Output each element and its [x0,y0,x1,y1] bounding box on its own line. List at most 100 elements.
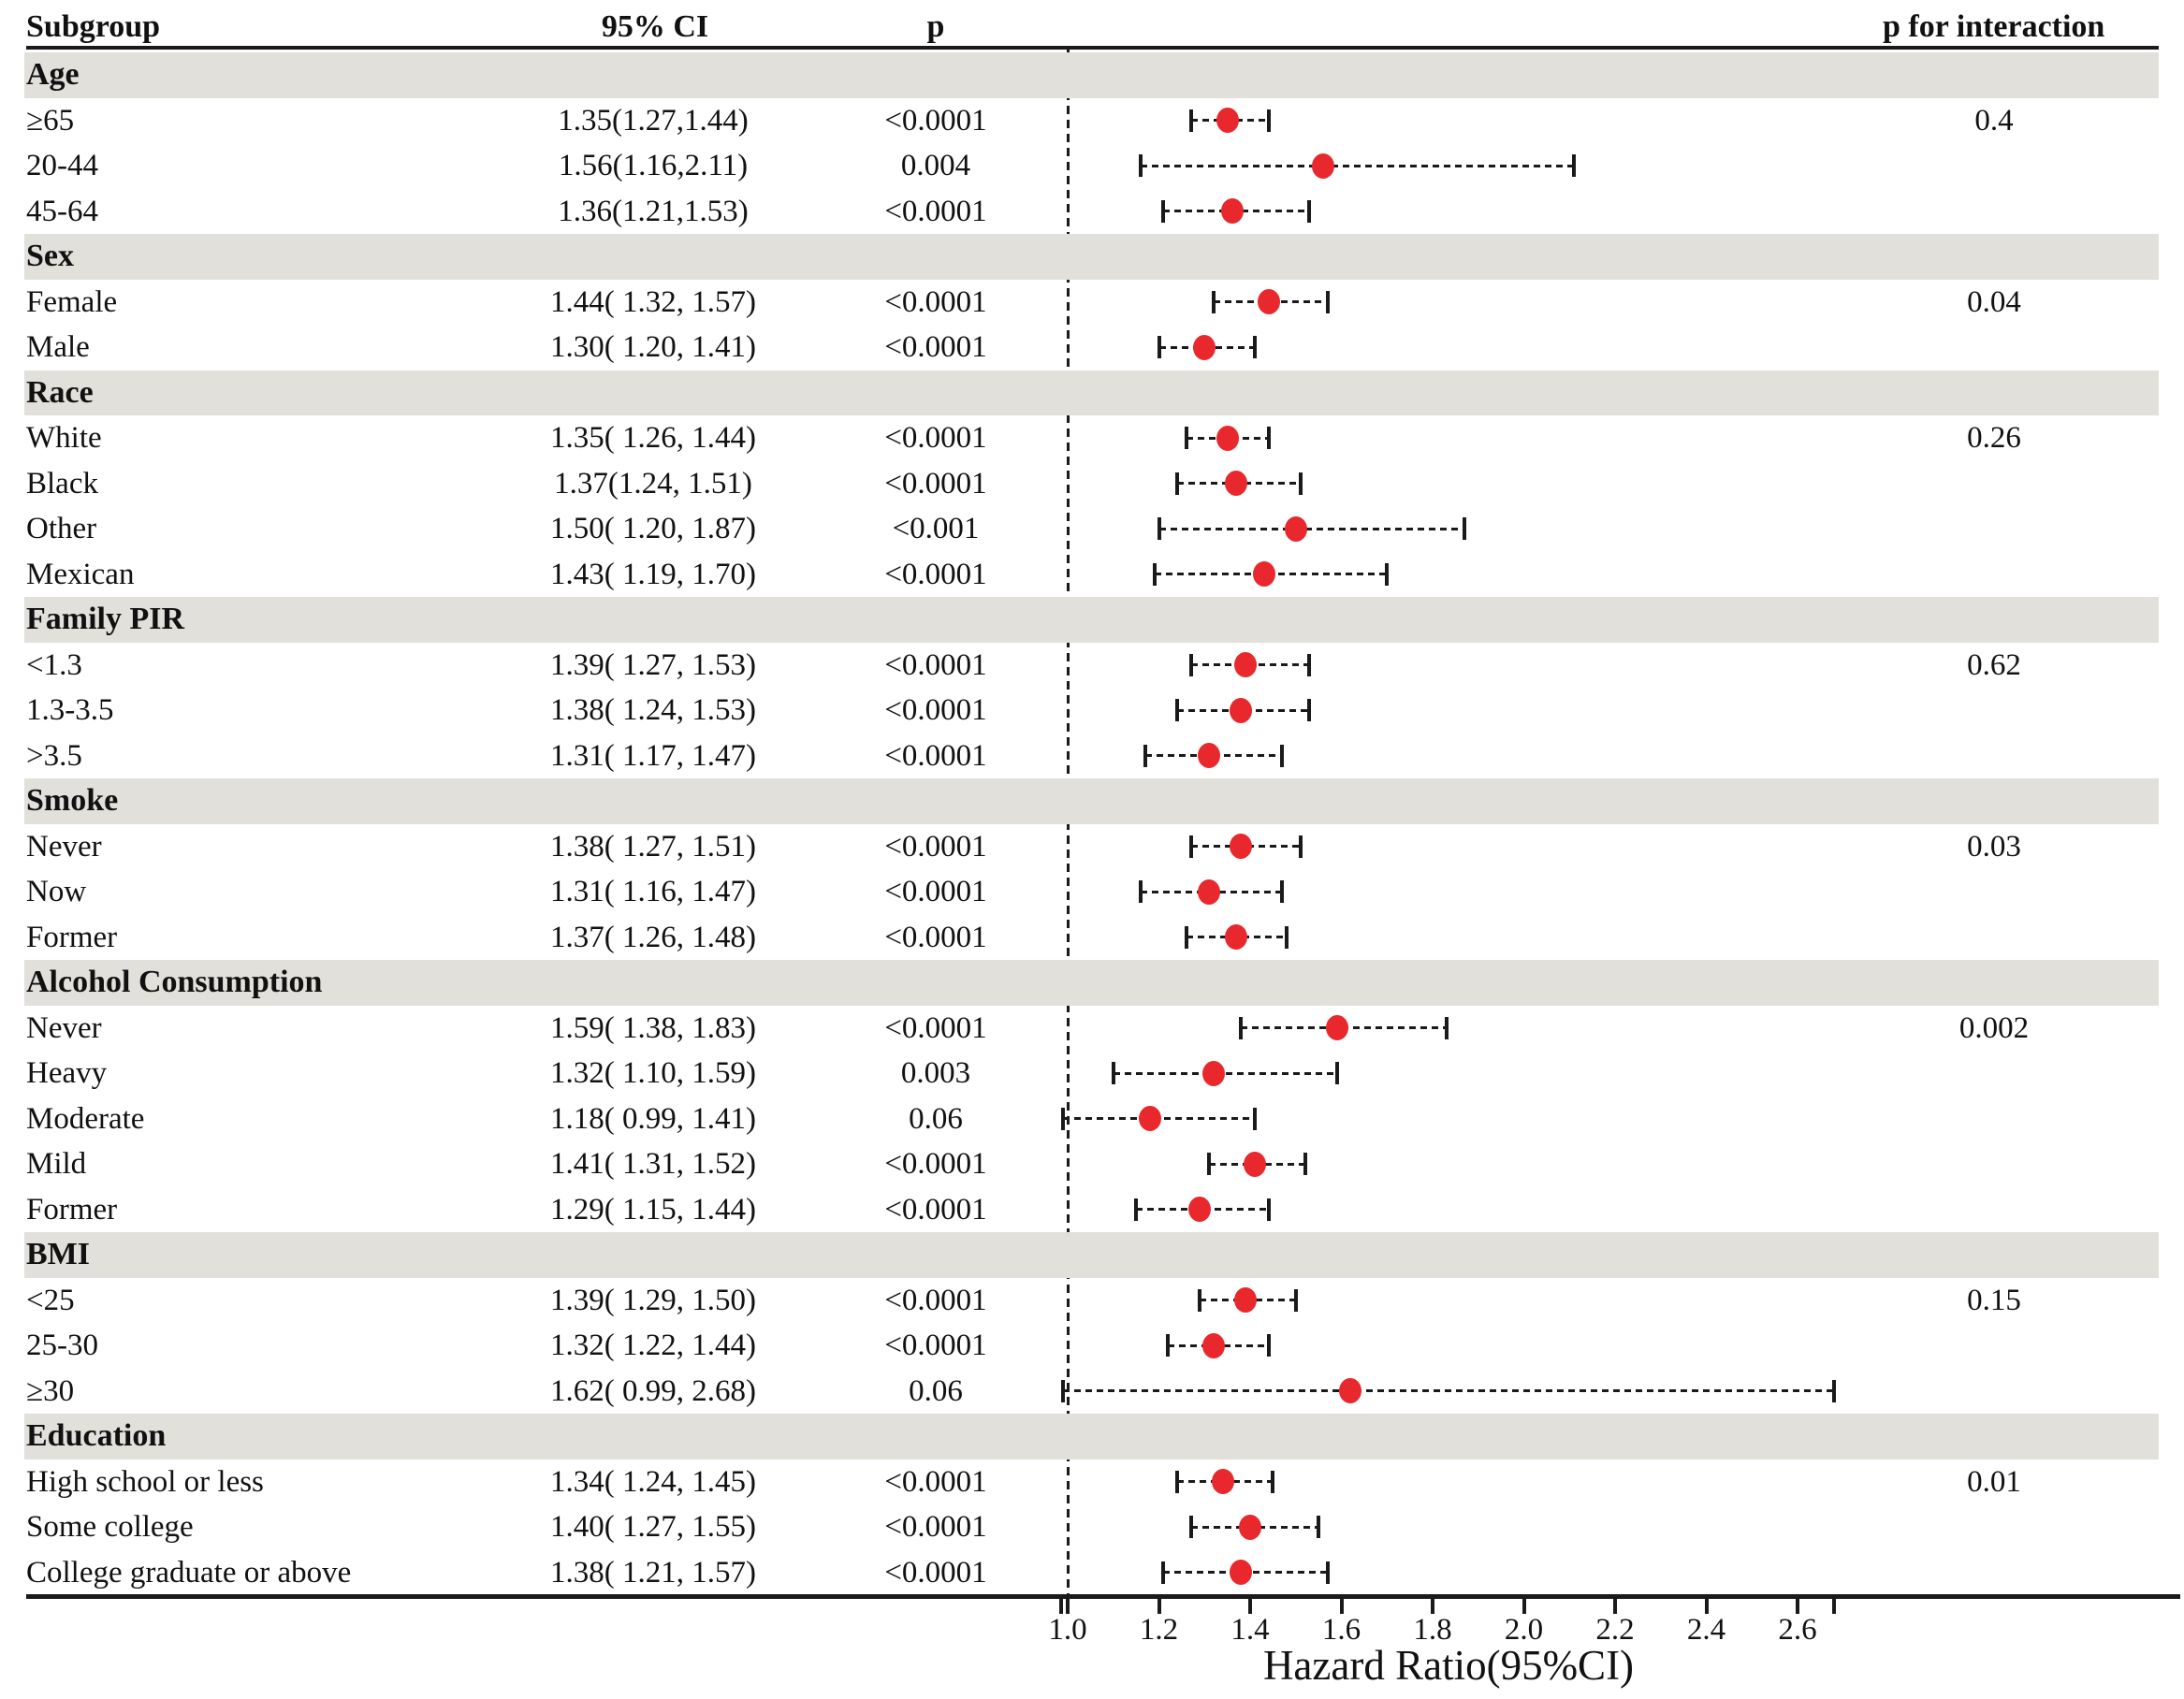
ci-cap-lower [1188,835,1193,858]
row-label: Female [26,284,118,319]
ci-cap-upper [1572,154,1577,178]
row-p-value: <0.0001 [884,920,987,954]
ci-cap-upper [1832,1379,1836,1402]
row-ci-value: 1.31( 1.16, 1.47) [550,875,756,909]
row-ci-value: 1.56(1.16,2.11) [558,149,749,183]
ci-cap-lower [1175,699,1179,722]
axis-tick [1339,1599,1344,1614]
row-label: Male [26,330,90,365]
hr-point-marker [1234,652,1258,678]
ci-cap-lower [1157,517,1161,541]
row-ci-value: 1.39( 1.29, 1.50) [550,1283,756,1317]
row-p-interaction-value: 0.15 [1967,1283,2021,1317]
ci-whisker-line [1063,1389,1834,1393]
ci-cap-upper [1252,336,1257,359]
row-p-interaction-value: 0.03 [1967,829,2021,864]
axis-tick-label: 2.4 [1686,1613,1726,1647]
row-p-interaction-value: 0.62 [1967,647,2021,682]
row-label: Now [26,875,87,909]
section-label: Education [26,1418,167,1453]
row-p-value: <0.001 [892,512,980,546]
section-band [24,52,2159,98]
row-p-value: <0.0001 [884,421,987,456]
ci-cap-upper [1307,653,1312,676]
hr-point-marker [1198,743,1221,769]
row-ci-value: 1.62( 0.99, 2.68) [550,1373,756,1408]
section-band [24,960,2159,1006]
row-p-interaction-value: 0.4 [1974,103,2014,138]
row-ci-value: 1.38( 1.21, 1.57) [550,1555,756,1590]
row-label: Former [26,1192,118,1227]
section-label: Age [26,57,80,92]
row-label: 25-30 [26,1329,98,1363]
row-label: Never [26,829,102,864]
row-p-value: <0.0001 [884,738,987,773]
row-p-value: <0.0001 [884,1010,987,1045]
row-p-value: <0.0001 [884,1329,987,1363]
row-p-value: <0.0001 [884,466,987,501]
row-ci-value: 1.31( 1.17, 1.47) [550,738,756,773]
row-ci-value: 1.18( 0.99, 1.41) [550,1101,756,1136]
row-p-value: 0.06 [909,1101,963,1136]
row-label: White [26,421,102,456]
hr-point-marker [1339,1378,1362,1404]
hr-point-marker [1252,561,1275,588]
row-p-value: <0.0001 [884,194,987,228]
axis-tick [1431,1599,1434,1614]
row-label: Some college [26,1510,194,1545]
column-header-subgroup: Subgroup [26,9,161,44]
row-label: High school or less [26,1464,264,1499]
ci-cap-lower [1111,1062,1115,1085]
hr-point-marker [1216,108,1239,134]
axis-tick [1613,1599,1617,1614]
hr-point-marker [1198,879,1221,905]
hr-point-marker [1257,289,1280,315]
ci-cap-upper [1280,744,1285,767]
ci-whisker-line [1141,164,1575,167]
row-ci-value: 1.35(1.27,1.44) [558,103,749,138]
row-label: <1.3 [26,647,82,682]
row-p-value: <0.0001 [884,557,987,591]
row-label: Moderate [26,1101,145,1136]
row-ci-value: 1.41( 1.31, 1.52) [550,1147,756,1182]
ci-cap-lower [1061,1107,1066,1130]
hr-point-marker [1220,198,1244,225]
section-label: BMI [26,1237,90,1271]
section-label: Family PIR [26,602,185,636]
row-p-value: <0.0001 [884,330,987,365]
row-ci-value: 1.30( 1.20, 1.41) [550,330,756,365]
row-p-value: <0.0001 [884,1147,987,1182]
row-ci-value: 1.29( 1.15, 1.44) [550,1192,756,1227]
row-ci-value: 1.59( 1.38, 1.83) [550,1010,756,1045]
row-label: 20-44 [26,149,98,183]
row-p-interaction-value: 0.002 [1958,1010,2030,1045]
ci-cap-lower [1184,427,1188,450]
row-label: ≥65 [26,103,75,138]
ci-cap-lower [1166,1334,1171,1358]
ci-cap-upper [1280,880,1285,904]
row-ci-value: 1.35( 1.26, 1.44) [550,421,756,456]
ci-cap-upper [1463,517,1467,541]
ci-cap-lower [1239,1016,1244,1039]
row-p-value: <0.0001 [884,693,987,728]
axis-tick-label: 2.0 [1504,1613,1544,1647]
row-label: Heavy [26,1056,108,1091]
hr-point-marker [1211,1469,1234,1495]
ci-cap-lower [1161,1561,1166,1584]
x-axis-title: Hazard Ratio(95%CI) [1262,1642,1635,1689]
axis-minor-tick [1058,1599,1063,1614]
column-header-p-interaction: p for interaction [1883,9,2105,44]
ci-cap-upper [1285,925,1289,949]
ci-cap-lower [1175,472,1179,495]
row-label: ≥30 [26,1373,75,1408]
row-ci-value: 1.38( 1.27, 1.51) [550,829,756,864]
row-p-value: <0.0001 [884,284,987,319]
row-label: <25 [26,1283,75,1317]
row-ci-value: 1.32( 1.10, 1.59) [550,1056,756,1091]
axis-tick [1704,1599,1709,1614]
ci-cap-upper [1334,1062,1339,1085]
row-p-interaction-value: 0.26 [1967,421,2021,456]
ci-cap-upper [1385,562,1390,586]
section-band [24,597,2159,643]
row-ci-value: 1.39( 1.27, 1.53) [550,647,756,682]
